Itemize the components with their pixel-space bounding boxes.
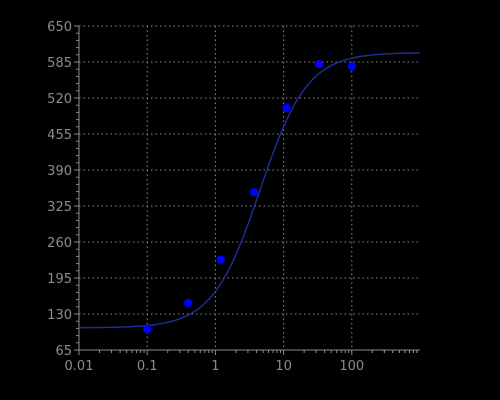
y-tick-labels: 65 130 195 260 325 390 455 520 585 650: [47, 20, 72, 359]
y-tick-label: 195: [47, 272, 72, 287]
data-point: [347, 62, 356, 71]
y-tick-label: 260: [47, 236, 72, 251]
y-tick-label: 650: [47, 20, 72, 35]
y-tick-label: 65: [55, 344, 72, 359]
data-point: [216, 255, 226, 264]
data-point: [314, 60, 324, 69]
x-tick-label: 0.1: [137, 359, 158, 374]
x-tick-label: 100: [339, 359, 364, 374]
data-points: [143, 60, 356, 334]
x-tick-labels: 0.01 0.1 1 10 100: [65, 359, 365, 374]
y-tick-label: 520: [47, 92, 72, 107]
x-tick-label: 0.01: [65, 359, 94, 374]
grid-lines: [79, 25, 420, 350]
y-tick-label: 390: [47, 164, 72, 179]
x-tick-label: 1: [211, 359, 219, 374]
fit-curve-group: [79, 52, 421, 329]
x-tick-label: 10: [275, 359, 292, 374]
data-point: [143, 324, 152, 334]
data-point: [249, 187, 259, 197]
y-tick-label: 585: [47, 56, 72, 71]
y-tick-label: 325: [47, 200, 72, 215]
data-point: [282, 103, 291, 113]
data-point: [184, 298, 193, 308]
fit-curve: [79, 52, 421, 329]
y-tick-label: 455: [47, 128, 72, 143]
y-tick-label: 130: [47, 308, 72, 323]
axes: [78, 26, 420, 351]
tick-marks: [74, 25, 418, 355]
